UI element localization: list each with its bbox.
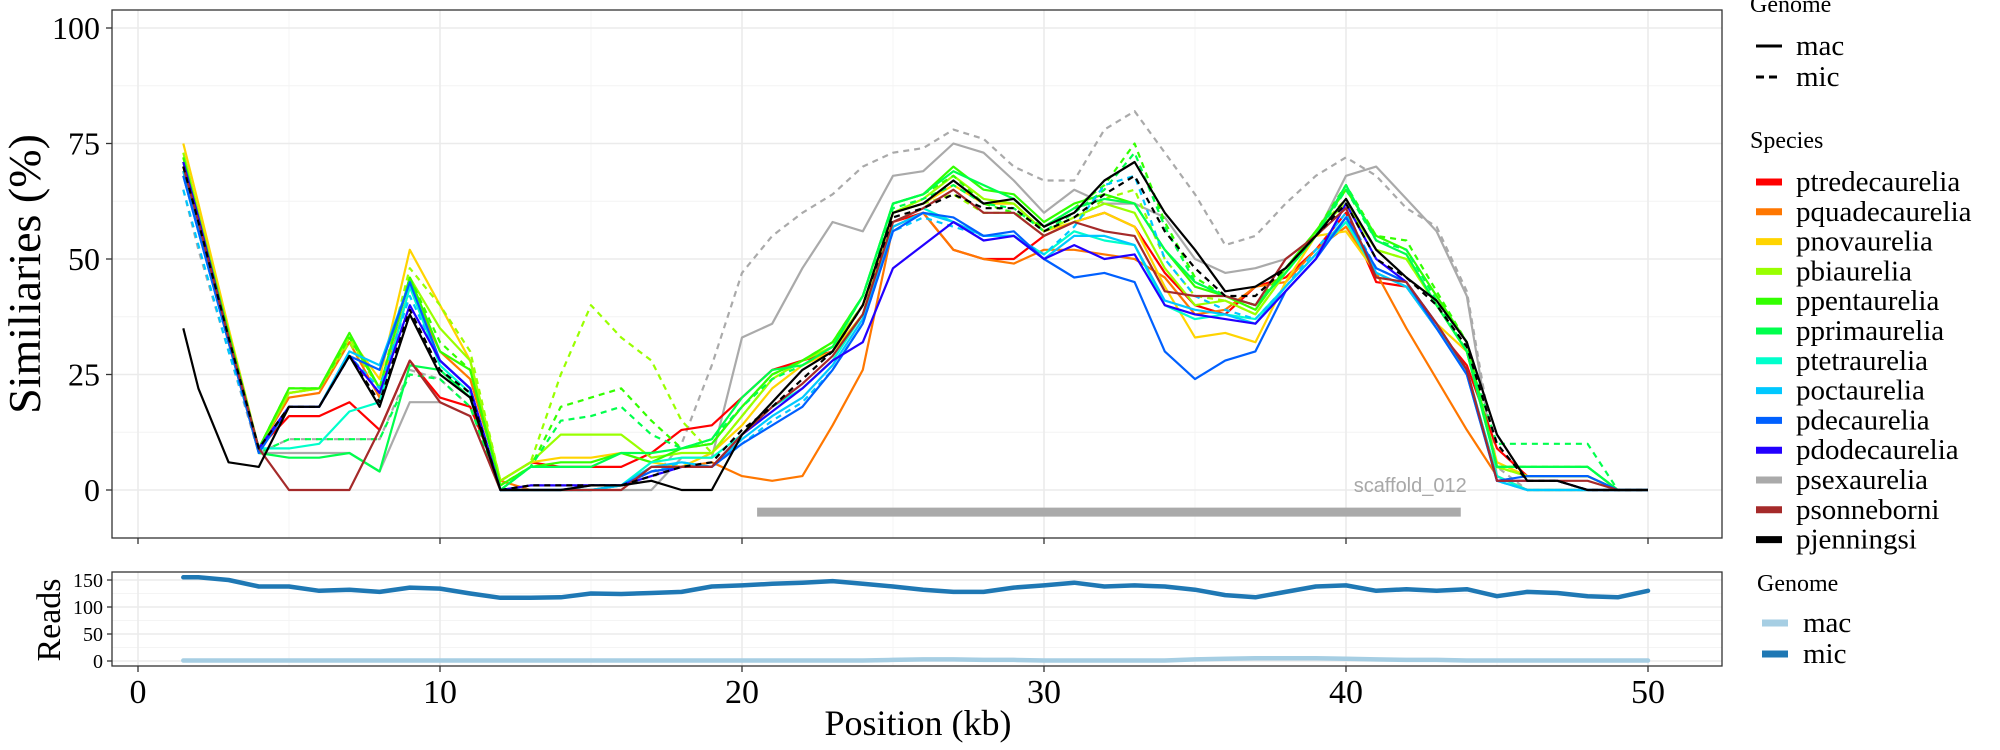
series-line-psonneborni-mac [182,166,1648,492]
y-tick-label: 0 [84,472,100,508]
legend-label: psonneborni [1796,494,1939,526]
y-tick-label: 150 [73,570,103,592]
legend-label: mic [1803,638,1847,670]
y-tick-label: 100 [52,10,100,46]
legend-label: pbiaurelia [1796,255,1912,287]
legend-label: pdecaurelia [1796,404,1930,436]
series-line-pjenningsi-mic [182,166,1648,492]
series-line-poctaurelia-mic [182,174,1648,492]
legend-label: poctaurelia [1796,375,1925,407]
x-tick-label: 0 [130,674,147,711]
series-line-psexaurelia-mic [182,110,1648,492]
legend-label: mac [1796,30,1844,62]
legend-title: Genome [1757,571,1838,597]
y-tick-label: 75 [68,126,100,162]
legend-label: psexaurelia [1796,464,1928,496]
x-tick-label: 50 [1631,674,1665,711]
x-tick-label: 40 [1329,674,1363,711]
legend-species: Species ptredecaureliapquadecaureliapnova… [1750,128,1972,556]
legend-label: pquadecaurelia [1796,196,1972,228]
legend-label: pjenningsi [1796,524,1917,556]
y-tick-label: 50 [68,241,100,277]
x-tick-label: 30 [1027,674,1061,711]
panel-border [111,571,1723,667]
series-line-pbiaurelia-mac [182,152,1648,492]
similarity-panel: 0 25 50 75 100 scaffold_012 [52,9,1723,544]
legend-title: Species [1750,128,1823,154]
legend-label: ptetraurelia [1796,345,1928,377]
legend-label: mic [1796,61,1840,93]
legend-label: pdodecaurelia [1796,434,1959,466]
legend-label: pprimaurelia [1796,315,1944,347]
y-tick-label: 25 [68,357,100,393]
panel-border [111,9,1723,539]
legend-label: ptredecaurelia [1796,166,1960,198]
series-line-pjenningsi-mac [182,160,1648,492]
y-axis-title-reads: Reads [31,578,68,661]
y-tick-label: 100 [73,597,103,619]
legend-title: Genome [1750,0,1831,18]
series-line-pdecaurelia-mac [182,175,1648,492]
legend-label: mac [1803,607,1851,639]
legend-label: ppentaurelia [1796,285,1939,317]
x-tick-label: 20 [725,674,759,711]
reads-panel: 0 50 100 150 0 10 20 30 40 50 [73,570,1723,711]
y-tick-label: 0 [93,651,103,673]
scaffold-label: scaffold_012 [1354,475,1467,497]
y-tick-label: 50 [83,624,103,646]
series-line-psexaurelia-mac [182,142,1648,492]
x-axis-title: Position (kb) [824,703,1011,743]
reads-line-mac [181,656,1651,663]
reads-line-mic [181,575,1651,601]
y-axis-title-similarity: Similiaries (%) [0,134,50,414]
x-tick-label: 10 [423,674,457,711]
series-line-pdodecaurelia-mac [182,161,1648,492]
legend-label: pnovaurelia [1796,226,1933,258]
